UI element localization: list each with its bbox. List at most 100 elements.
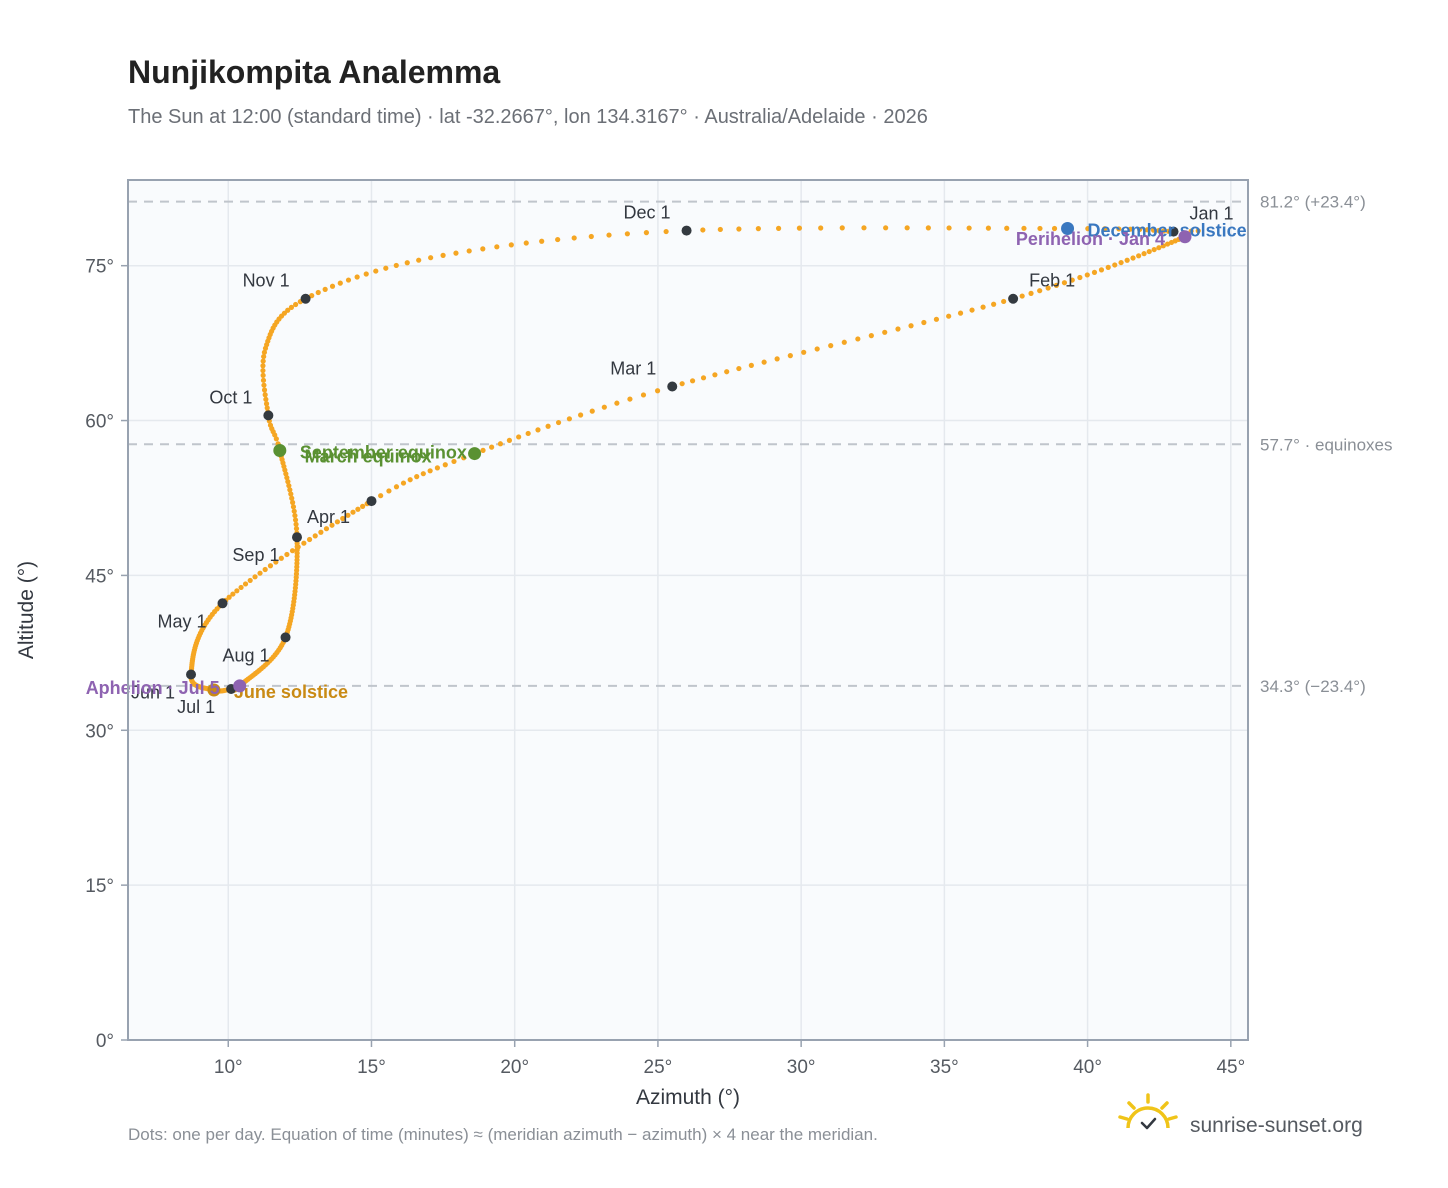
daily-position-dot: [494, 244, 500, 250]
daily-position-dot: [654, 388, 661, 394]
daily-position-dot: [1130, 255, 1136, 261]
x-tick-label: 30°: [787, 1057, 816, 1078]
daily-position-dot: [278, 555, 284, 561]
daily-position-dot: [497, 441, 504, 447]
x-tick-label: 35°: [930, 1057, 959, 1078]
daily-position-dot: [1168, 239, 1175, 246]
daily-position-dot: [1028, 290, 1034, 296]
daily-position-dot: [287, 487, 293, 493]
daily-position-dot: [1105, 264, 1111, 270]
month-marker-label: Jul 1: [177, 697, 215, 717]
daily-position-dot: [774, 356, 780, 362]
daily-position-dot: [252, 574, 258, 580]
daily-position-dot: [264, 405, 270, 411]
month-marker: [217, 598, 228, 609]
daily-position-dot: [908, 323, 914, 329]
daily-position-dot: [306, 536, 313, 543]
month-marker-label: Sep 1: [232, 545, 279, 565]
daily-position-dot: [1116, 226, 1122, 232]
daily-position-dot: [1085, 226, 1091, 232]
month-marker: [1008, 293, 1019, 304]
daily-position-dot: [925, 225, 931, 231]
footnote: Dots: one per day. Equation of time (min…: [128, 1125, 878, 1144]
daily-position-dot: [761, 359, 767, 365]
daily-position-dot: [284, 551, 290, 558]
daily-position-dot: [329, 522, 335, 528]
daily-position-dot: [461, 455, 467, 461]
daily-position-dot: [489, 444, 495, 450]
sun-logo-icon: [1118, 1093, 1178, 1130]
daily-position-dot: [393, 484, 400, 490]
event-label: Perihelion · Jan 4: [1016, 229, 1165, 249]
daily-position-dot: [1146, 248, 1152, 255]
month-marker-label: Aug 1: [222, 645, 269, 665]
event-marker: [468, 447, 482, 461]
daily-position-dot: [991, 301, 997, 307]
daily-position-dot: [453, 250, 459, 256]
daily-position-dot: [539, 238, 545, 244]
daily-position-dot: [292, 517, 299, 523]
daily-position-dot: [286, 483, 292, 489]
daily-position-dot: [1124, 257, 1130, 263]
event-marker: [1061, 222, 1075, 236]
month-marker: [292, 532, 303, 543]
daily-position-dot: [234, 588, 240, 594]
daily-position-dot: [969, 307, 975, 313]
daily-position-dot: [1156, 245, 1162, 251]
daily-position-dot: [882, 329, 888, 335]
daily-position-dot: [312, 533, 318, 539]
daily-position-dot: [350, 509, 356, 515]
x-tick-label: 25°: [644, 1057, 673, 1078]
daily-position-dot: [643, 230, 650, 236]
daily-position-dot: [290, 499, 296, 506]
daily-position-dot: [787, 353, 793, 359]
daily-position-dot: [260, 363, 266, 369]
event-marker: [233, 679, 247, 693]
reference-line-label: 81.2° (+23.4°): [1260, 193, 1366, 212]
daily-position-dot: [322, 286, 328, 292]
daily-position-dot: [257, 570, 263, 576]
daily-position-dot: [828, 343, 834, 349]
daily-position-dot: [663, 228, 669, 235]
daily-position-dot: [242, 581, 249, 587]
daily-position-dot: [516, 434, 522, 440]
daily-position-dot: [427, 468, 433, 474]
grid-lines: [128, 180, 1248, 1041]
daily-position-dot: [717, 226, 723, 233]
month-marker: [280, 632, 291, 643]
daily-position-dot: [818, 225, 824, 231]
daily-position-dot: [508, 242, 514, 248]
daily-position-dot: [1037, 288, 1043, 294]
daily-position-dot: [566, 416, 572, 422]
event-label: Aphelion · Jul 5: [86, 678, 220, 698]
plot-frame: [127, 179, 1249, 1041]
event-label: December solstice: [1088, 221, 1247, 241]
month-marker-label: Dec 1: [624, 203, 671, 223]
daily-position-dot: [442, 462, 448, 468]
daily-position-dot: [386, 488, 392, 494]
daily-position-dot: [247, 577, 253, 584]
daily-position-dot: [868, 333, 874, 339]
daily-position-dot: [966, 225, 972, 231]
daily-position-dot: [289, 548, 296, 554]
daily-position-dot: [285, 307, 291, 313]
daily-position-dot: [301, 540, 307, 546]
month-marker-label: Mar 1: [610, 358, 656, 378]
y-tick-label: 60°: [85, 412, 114, 433]
reference-line-label: 57.7° · equinoxes: [1260, 435, 1393, 454]
daily-position-dot: [861, 225, 867, 231]
daily-position-dot: [796, 225, 803, 231]
daily-position-dot: [293, 526, 300, 532]
daily-position-dot: [555, 419, 562, 426]
daily-position-dot: [1112, 262, 1118, 268]
daily-position-dot: [309, 293, 315, 299]
daily-position-dot: [355, 506, 361, 512]
event-marker: [1178, 230, 1192, 244]
daily-position-dot: [801, 349, 807, 355]
month-marker: [1168, 226, 1179, 237]
daily-position-dot: [748, 362, 754, 368]
daily-position-dot: [337, 280, 343, 286]
daily-position-dot: [292, 512, 298, 519]
